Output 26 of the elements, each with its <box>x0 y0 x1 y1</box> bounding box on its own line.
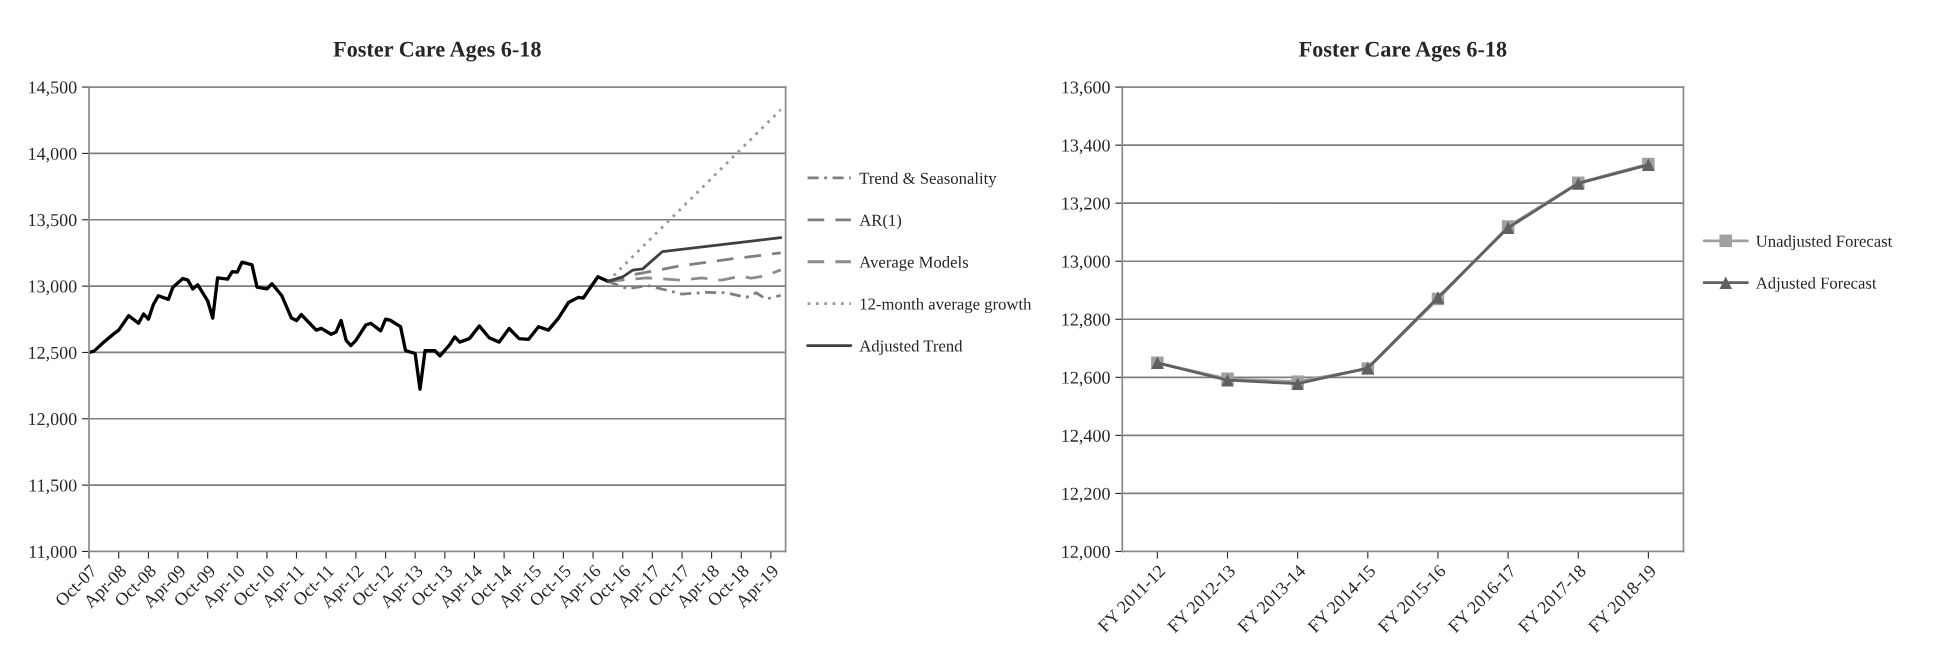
legend-label: Adjusted Forecast <box>1755 276 1877 293</box>
y-tick-label: 12,200 <box>1062 487 1110 503</box>
y-tick-label: 13,200 <box>1062 197 1110 213</box>
y-tick-label: 13,000 <box>29 280 77 296</box>
y-tick-label: 12,600 <box>1062 371 1110 387</box>
y-tick-label: 14,500 <box>29 81 77 97</box>
y-tick-label: 11,500 <box>29 479 77 495</box>
y-tick-label: 12,400 <box>1062 429 1110 445</box>
y-tick-label: 13,000 <box>1062 255 1110 271</box>
y-tick-label: 12,500 <box>29 346 77 362</box>
legend-label: Unadjusted Forecast <box>1756 235 1893 251</box>
y-tick-label: 13,500 <box>29 214 77 229</box>
legend-label: Adjusted Trend <box>859 339 963 355</box>
y-tick-label: 12,000 <box>1062 545 1110 561</box>
y-tick-label: 12,800 <box>1062 313 1110 329</box>
y-tick-label: 13,600 <box>1062 81 1110 97</box>
y-tick-label: 11,000 <box>29 545 77 561</box>
chart-title: Foster Care Ages 6-18 <box>333 41 541 62</box>
legend-label: 12-month average growth <box>860 297 1032 314</box>
legend-label: Trend & Seasonality <box>859 172 997 188</box>
y-tick-label: 12,000 <box>29 413 77 428</box>
legend-label: AR(1) <box>859 214 902 230</box>
y-tick-label: 13,400 <box>1062 139 1110 155</box>
y-tick-label: 14,000 <box>29 147 77 163</box>
chart-title: Foster Care Ages 6-18 <box>1299 41 1507 62</box>
legend-label: Average Models <box>859 256 969 272</box>
